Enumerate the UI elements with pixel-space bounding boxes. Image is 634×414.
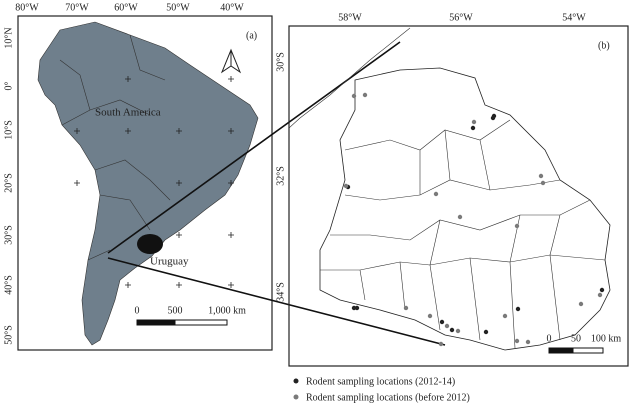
department-borders xyxy=(320,119,606,349)
longitude-label: 70°W xyxy=(65,2,89,13)
country-borders xyxy=(59,34,171,261)
scale-label: 0 xyxy=(135,305,140,316)
legend-marker xyxy=(293,378,299,384)
north-arrow xyxy=(220,48,242,74)
uruguay-outline xyxy=(319,67,611,351)
panel-b-frame xyxy=(288,25,629,367)
panel-a: (a) South America Uruguay 0 500 1,000 km… xyxy=(3,2,273,351)
latitude-label: 34°S xyxy=(275,282,286,302)
legend-label: Rodent sampling locations (before 2012) xyxy=(306,392,470,403)
longitude-label: 50°W xyxy=(166,2,190,13)
scale-bar: 0 50 100 km xyxy=(547,333,622,354)
scale-bar: 0 500 1,000 km xyxy=(135,305,246,326)
longitude-label: 80°W xyxy=(15,2,39,13)
river xyxy=(288,27,411,129)
latitude-label: 10°S xyxy=(3,120,14,140)
longitude-label: 54°W xyxy=(562,12,586,23)
panel-a-frame xyxy=(17,15,273,351)
scale-label: 0 xyxy=(547,333,552,344)
latitude-label: 0° xyxy=(3,82,14,91)
scale-label: 50 xyxy=(571,333,581,344)
longitude-label: 60°W xyxy=(114,2,138,13)
scale-label: 500 xyxy=(168,305,183,316)
latitude-label: 50°S xyxy=(3,325,14,345)
latitude-label: 10°N xyxy=(3,27,14,48)
latitude-label: 30°S xyxy=(275,52,286,72)
continent-label: South America xyxy=(95,107,161,119)
latitude-label: 30°S xyxy=(3,225,14,245)
scale-label: 100 km xyxy=(591,333,622,344)
longitude-label: 40°W xyxy=(220,2,244,13)
latitude-label: 40°S xyxy=(3,275,14,295)
south-america xyxy=(37,21,259,346)
legend-label: Rodent sampling locations (2012-14) xyxy=(306,376,455,387)
legend: Rodent sampling locations (2012-14) Rode… xyxy=(293,376,470,403)
sampling-points xyxy=(343,92,605,347)
connector-line xyxy=(107,41,446,346)
panel-label: (b) xyxy=(598,40,610,51)
legend-marker xyxy=(293,394,299,400)
longitude-label: 56°W xyxy=(449,12,473,23)
country-label: Uruguay xyxy=(150,256,189,268)
latitude-label: 20°S xyxy=(3,173,14,193)
panel-b: (b) 0 50 100 km 58°W 56°W 54°W 30°S 32°S 34°S xyxy=(275,12,629,367)
panel-label: (a) xyxy=(246,30,257,41)
longitude-label: 58°W xyxy=(338,12,362,23)
uruguay-highlight xyxy=(137,234,163,254)
graticule-crosses xyxy=(74,76,234,288)
latitude-label: 32°S xyxy=(275,166,286,186)
scale-label: 1,000 km xyxy=(208,305,246,316)
